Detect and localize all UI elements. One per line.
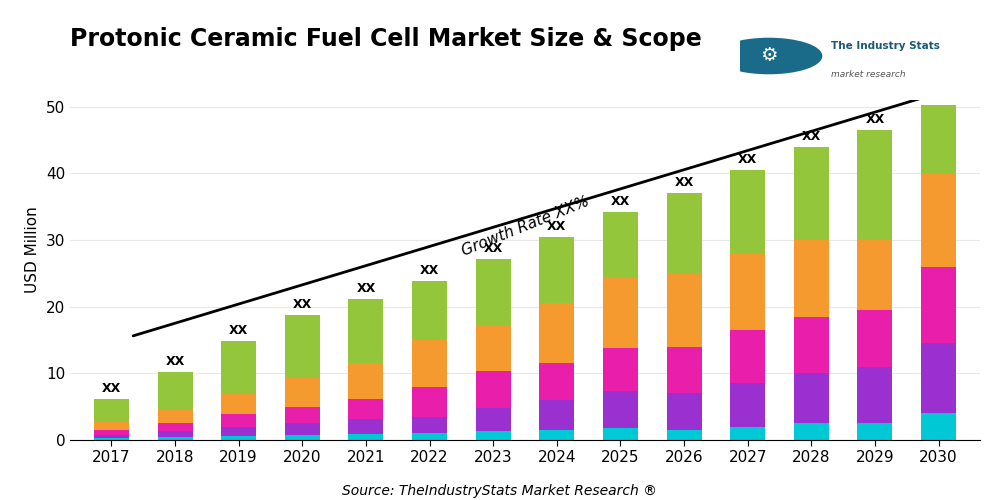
Bar <box>857 130 892 240</box>
Bar <box>158 438 192 440</box>
Bar <box>603 392 638 428</box>
Bar <box>730 330 765 384</box>
Bar <box>476 372 511 408</box>
Bar <box>794 374 829 424</box>
Text: Source: TheIndustryStats Market Research ®: Source: TheIndustryStats Market Research… <box>342 484 658 498</box>
Text: XX: XX <box>356 282 376 294</box>
Bar <box>285 316 320 376</box>
Bar <box>730 170 765 254</box>
Bar <box>730 426 765 440</box>
Bar <box>348 420 383 434</box>
Bar <box>158 372 192 410</box>
Bar <box>794 424 829 440</box>
Bar <box>158 432 192 438</box>
Bar <box>94 435 129 438</box>
Bar <box>921 344 956 413</box>
Bar <box>921 266 956 344</box>
Text: XX: XX <box>293 298 312 312</box>
Bar <box>158 424 192 432</box>
Bar <box>348 298 383 362</box>
Text: XX: XX <box>929 88 948 102</box>
Bar <box>285 436 320 440</box>
Bar <box>857 240 892 310</box>
Bar <box>94 398 129 421</box>
Bar <box>221 414 256 428</box>
Bar <box>603 348 638 392</box>
Text: XX: XX <box>229 324 248 338</box>
Bar <box>667 194 702 274</box>
Bar <box>476 258 511 324</box>
Bar <box>158 410 192 424</box>
Text: XX: XX <box>738 153 757 166</box>
Bar <box>348 434 383 440</box>
Text: The Industry Stats: The Industry Stats <box>831 40 940 50</box>
Bar <box>730 384 765 426</box>
Text: Growth Rate XX%: Growth Rate XX% <box>459 194 591 259</box>
Bar <box>412 434 447 440</box>
Bar <box>221 394 256 414</box>
Bar <box>285 406 320 424</box>
Bar <box>603 428 638 440</box>
Bar <box>539 304 574 364</box>
Bar <box>667 346 702 394</box>
Text: XX: XX <box>802 130 821 142</box>
Bar <box>667 394 702 430</box>
Bar <box>539 364 574 400</box>
Bar <box>921 106 956 174</box>
Bar <box>794 240 829 316</box>
Bar <box>921 174 956 266</box>
Text: XX: XX <box>674 176 694 190</box>
Text: XX: XX <box>420 264 439 278</box>
Text: XX: XX <box>102 382 121 394</box>
Bar <box>285 424 320 436</box>
Bar <box>412 340 447 386</box>
Bar <box>94 421 129 430</box>
Bar <box>603 212 638 278</box>
Bar <box>857 424 892 440</box>
Bar <box>730 254 765 330</box>
Bar <box>476 324 511 372</box>
Bar <box>221 342 256 394</box>
Bar <box>476 408 511 432</box>
Bar <box>412 416 447 434</box>
Bar <box>348 400 383 419</box>
Bar <box>667 274 702 346</box>
Bar <box>539 400 574 430</box>
Bar <box>857 310 892 366</box>
Bar <box>539 430 574 440</box>
Bar <box>794 146 829 240</box>
FancyBboxPatch shape <box>738 19 982 101</box>
Bar <box>94 438 129 440</box>
Bar <box>539 236 574 304</box>
Bar <box>94 430 129 435</box>
Bar <box>667 430 702 440</box>
Text: Protonic Ceramic Fuel Cell Market Size & Scope: Protonic Ceramic Fuel Cell Market Size &… <box>70 27 702 51</box>
Bar <box>603 278 638 348</box>
Bar <box>921 414 956 440</box>
Text: XX: XX <box>611 195 630 208</box>
Text: XX: XX <box>547 220 566 232</box>
Bar <box>476 432 511 440</box>
Circle shape <box>716 38 822 74</box>
Bar <box>857 366 892 424</box>
Bar <box>412 282 447 340</box>
Bar <box>285 376 320 406</box>
Bar <box>348 362 383 400</box>
Bar <box>412 386 447 416</box>
Bar <box>221 436 256 440</box>
Bar <box>221 428 256 436</box>
Text: XX: XX <box>165 355 185 368</box>
Text: market research: market research <box>831 70 906 79</box>
Text: XX: XX <box>484 242 503 254</box>
Text: XX: XX <box>865 113 885 126</box>
Text: ⚙: ⚙ <box>760 46 778 66</box>
Bar <box>794 316 829 374</box>
Y-axis label: USD Million: USD Million <box>25 206 40 294</box>
